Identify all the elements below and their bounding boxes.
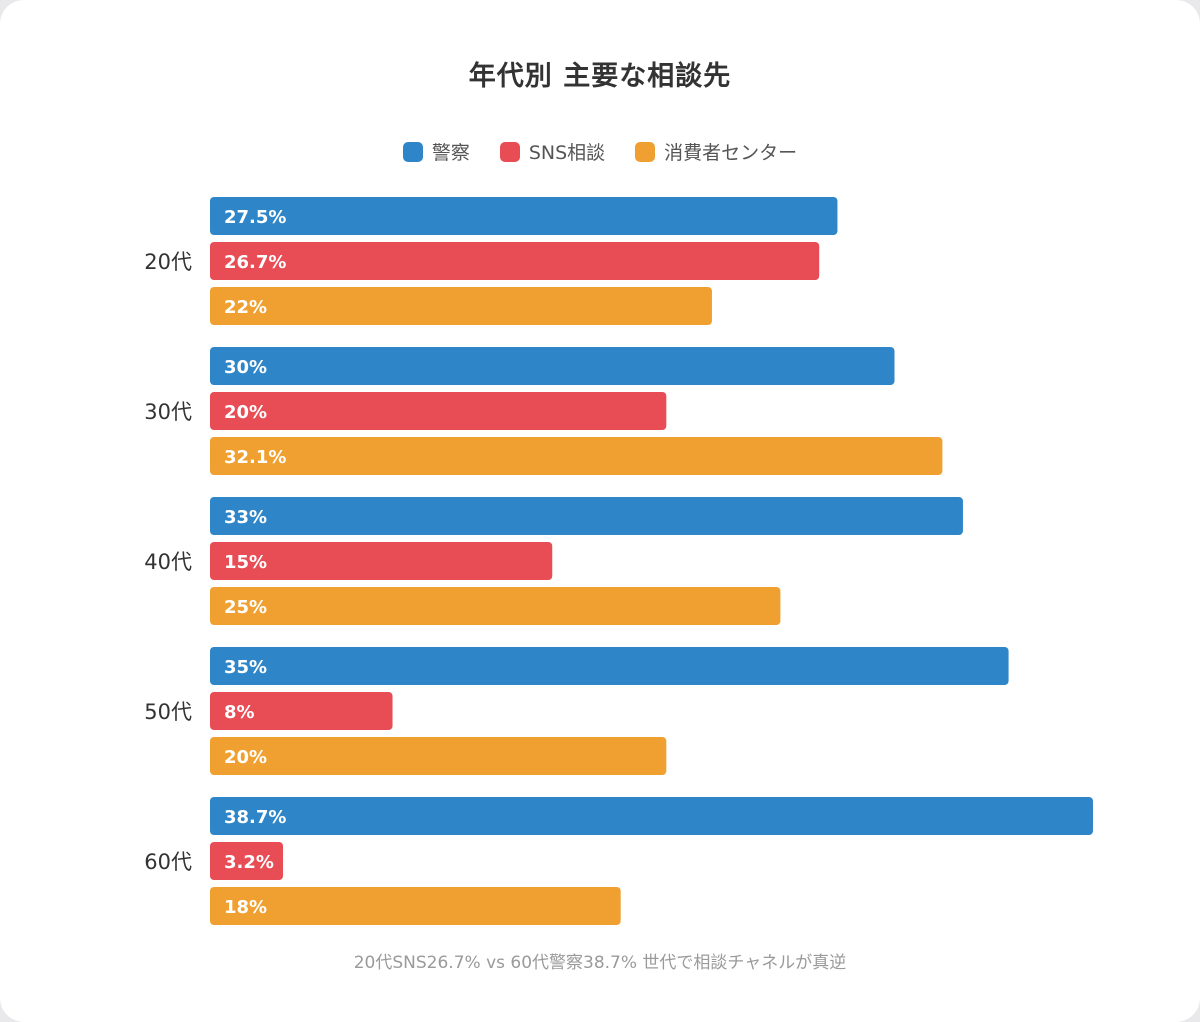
chart-title: 年代別 主要な相談先 bbox=[468, 61, 732, 92]
legend-item-police[interactable]: 警察 bbox=[402, 138, 470, 165]
legend-swatch-sns bbox=[499, 141, 520, 162]
legend-swatch-consumer-center bbox=[635, 141, 656, 162]
bar-value-label: 32.1% bbox=[224, 447, 286, 468]
legend-label-police: 警察 bbox=[431, 142, 470, 164]
legend-item-sns[interactable]: SNS相談 bbox=[499, 138, 606, 165]
legend-item-consumer-center[interactable]: 消費者センター bbox=[635, 138, 797, 165]
bar-value-label: 30% bbox=[224, 357, 267, 378]
bar-value-label: 35% bbox=[224, 657, 267, 678]
bar-police[interactable] bbox=[210, 797, 1093, 835]
bar-value-label: 8% bbox=[224, 702, 255, 723]
bar-consumer-center[interactable] bbox=[210, 737, 667, 775]
bar-police[interactable] bbox=[210, 197, 838, 235]
bar-sns[interactable] bbox=[210, 692, 393, 730]
bar-value-label: 20% bbox=[224, 402, 267, 423]
bar-police[interactable] bbox=[210, 497, 963, 535]
legend-label-sns: SNS相談 bbox=[528, 142, 606, 164]
bar-value-label: 22% bbox=[224, 297, 267, 318]
bar-consumer-center[interactable] bbox=[210, 287, 712, 325]
bar-police[interactable] bbox=[210, 347, 895, 385]
category-label: 40代 bbox=[144, 550, 192, 574]
bar-consumer-center[interactable] bbox=[210, 887, 621, 925]
bar-value-label: 26.7% bbox=[224, 252, 286, 273]
bar-value-label: 15% bbox=[224, 552, 267, 573]
bar-value-label: 20% bbox=[224, 747, 267, 768]
category-label: 50代 bbox=[144, 700, 192, 724]
bar-sns[interactable] bbox=[210, 542, 553, 580]
bar-value-label: 38.7% bbox=[224, 807, 286, 828]
bar-value-label: 25% bbox=[224, 597, 267, 618]
category-label: 30代 bbox=[144, 400, 192, 424]
category-label: 60代 bbox=[144, 850, 192, 874]
bar-value-label: 18% bbox=[224, 897, 267, 918]
chart-footnote: 20代SNS26.7% vs 60代警察38.7% 世代で相談チャネルが真逆 bbox=[353, 953, 847, 973]
bar-consumer-center[interactable] bbox=[210, 587, 781, 625]
bar-value-label: 27.5% bbox=[224, 207, 286, 228]
bar-police[interactable] bbox=[210, 647, 1009, 685]
legend-label-consumer-center: 消費者センター bbox=[664, 142, 798, 164]
category-label: 20代 bbox=[144, 250, 192, 274]
bar-value-label: 33% bbox=[224, 507, 267, 528]
bar-sns[interactable] bbox=[210, 242, 820, 280]
legend-swatch-police bbox=[402, 141, 423, 162]
bar-sns[interactable] bbox=[210, 842, 284, 880]
bar-consumer-center[interactable] bbox=[210, 437, 943, 475]
bar-value-label: 3.2% bbox=[224, 852, 274, 873]
bar-sns[interactable] bbox=[210, 392, 667, 430]
chart-legend: 警察 SNS相談 消費者センター bbox=[0, 138, 1200, 165]
